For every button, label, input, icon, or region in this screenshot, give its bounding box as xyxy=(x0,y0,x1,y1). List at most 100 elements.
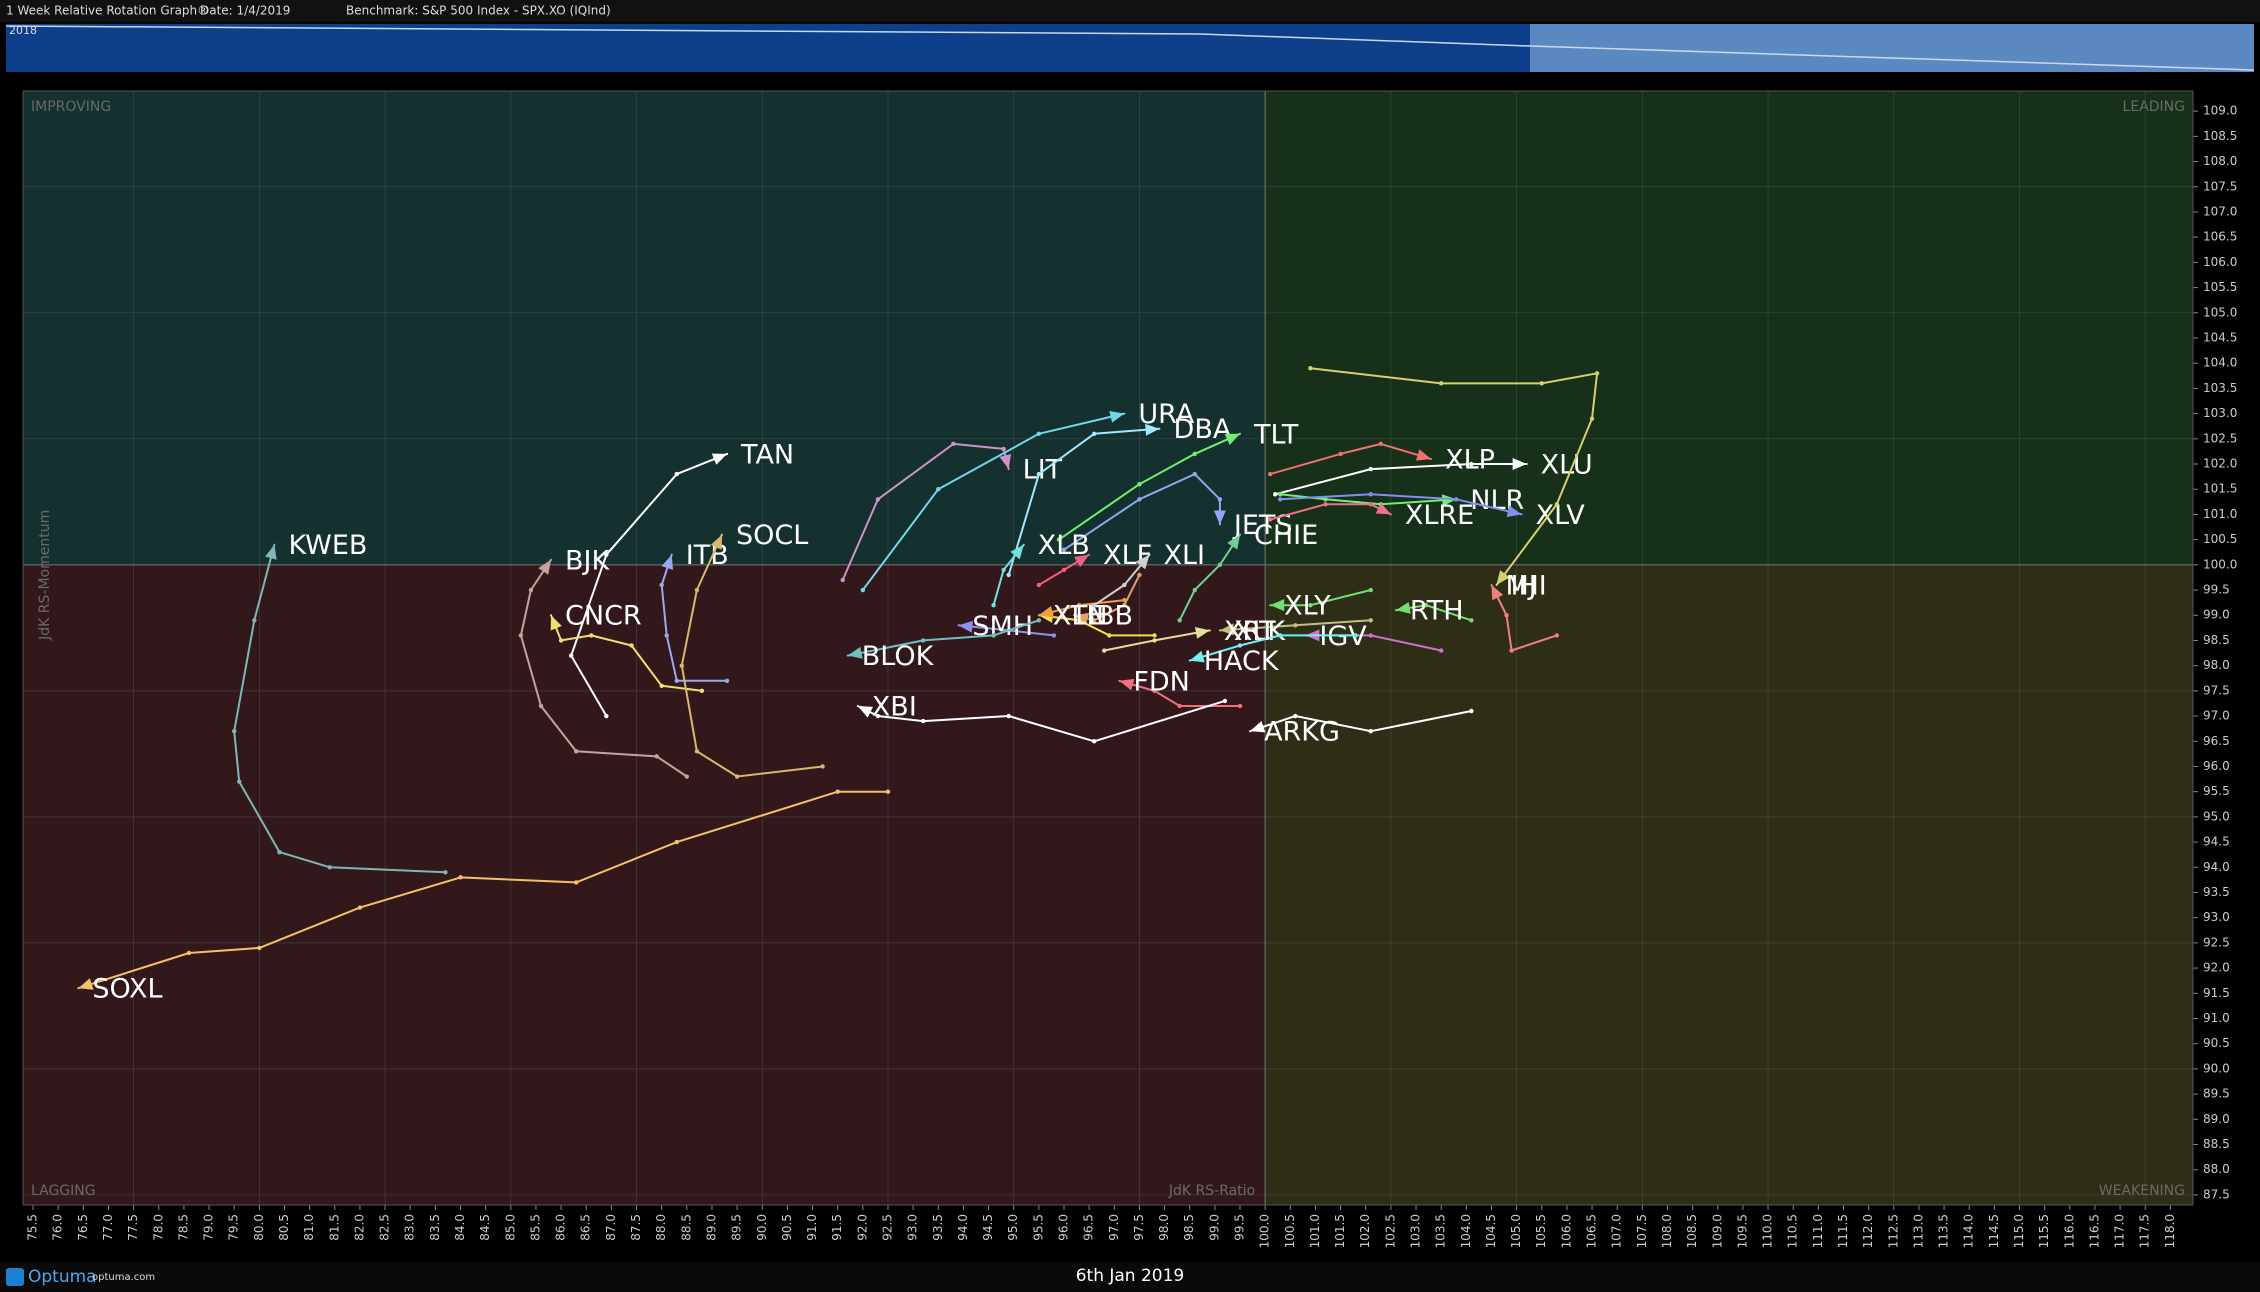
y-tick-label: 95.0 xyxy=(2203,809,2230,823)
trail-point xyxy=(1122,597,1127,603)
x-tick-label: 105.5 xyxy=(1534,1214,1548,1248)
series-label: XLV xyxy=(1536,500,1586,531)
series-label: XLK xyxy=(1234,616,1287,647)
trail-point xyxy=(357,905,363,910)
x-tick-label: 113.5 xyxy=(1937,1214,1951,1248)
trail-point xyxy=(1152,638,1157,643)
trail-point xyxy=(664,633,669,638)
y-tick-label: 101.0 xyxy=(2203,507,2237,521)
x-tick-label: 103.0 xyxy=(1409,1214,1423,1248)
trail xyxy=(1279,493,1523,516)
y-tick-label: 105.5 xyxy=(2203,280,2237,294)
arrow-head xyxy=(1119,678,1135,691)
trail-point xyxy=(1051,633,1057,638)
trail-point xyxy=(1076,602,1082,608)
trail-point xyxy=(1267,471,1273,477)
trail-point xyxy=(558,638,564,643)
y-tick-label: 104.5 xyxy=(2203,330,2237,344)
trail-point xyxy=(1278,497,1283,502)
series-label: CNCR xyxy=(565,601,642,632)
x-tick-label: 90.0 xyxy=(755,1214,769,1241)
y-tick-label: 101.5 xyxy=(2203,482,2237,496)
x-tick-label: 85.5 xyxy=(528,1214,542,1241)
y-tick-label: 97.0 xyxy=(2203,709,2230,723)
timeline-window[interactable] xyxy=(1530,24,2254,72)
y-tick-label: 105.0 xyxy=(2203,305,2237,319)
y-tick-label: 90.0 xyxy=(2203,1061,2230,1075)
x-tick-label: 93.0 xyxy=(906,1214,920,1241)
arrow-head xyxy=(999,454,1012,470)
trail xyxy=(1007,427,1161,576)
y-tick-label: 95.5 xyxy=(2203,784,2230,798)
arrow-head xyxy=(1219,623,1235,636)
trail-point xyxy=(734,774,740,779)
trail-point xyxy=(1469,708,1474,714)
x-tick-label: 111.5 xyxy=(1836,1214,1850,1248)
trail xyxy=(1279,493,1458,506)
x-tick-label: 89.5 xyxy=(730,1214,744,1241)
x-tick-label: 97.0 xyxy=(1107,1214,1121,1241)
x-tick-label: 100.5 xyxy=(1283,1214,1297,1248)
y-tick-label: 107.5 xyxy=(2203,179,2237,193)
x-tick-label: 98.5 xyxy=(1182,1214,1196,1241)
trail-point xyxy=(724,678,730,683)
x-tick-label: 77.5 xyxy=(126,1214,140,1241)
trail xyxy=(1269,442,1433,476)
trail xyxy=(680,533,824,778)
trail-point xyxy=(654,754,659,759)
title: 1 Week Relative Rotation Graph® xyxy=(6,4,209,18)
quadrant-label: LAGGING xyxy=(31,1183,96,1199)
trail-point xyxy=(1273,492,1278,497)
trail-point xyxy=(1091,618,1097,623)
trail-point xyxy=(1554,633,1560,638)
x-tick-label: 109.0 xyxy=(1710,1214,1724,1248)
trail-point xyxy=(679,663,684,668)
trail-point xyxy=(659,683,664,689)
trail-point xyxy=(936,487,941,492)
arrow-head xyxy=(1010,544,1024,560)
trail-point xyxy=(1122,602,1127,608)
y-tick-label: 93.0 xyxy=(2203,910,2230,924)
trail-point xyxy=(820,764,825,769)
trail-point xyxy=(694,587,700,593)
arrow-head xyxy=(1074,554,1090,568)
trail-point xyxy=(604,713,609,719)
y-tick-label: 102.5 xyxy=(2203,431,2237,445)
x-tick-label: 81.0 xyxy=(302,1214,316,1241)
series-label: RTH xyxy=(1410,596,1464,627)
trail-point xyxy=(573,749,579,754)
trail-point xyxy=(1509,648,1514,653)
trail-point xyxy=(458,875,463,880)
trail-point xyxy=(1152,633,1157,638)
x-tick-label: 106.0 xyxy=(1559,1214,1573,1248)
arrow-head xyxy=(1512,458,1527,471)
y-tick-label: 90.5 xyxy=(2203,1036,2230,1050)
arrow-head xyxy=(1189,650,1205,663)
trail xyxy=(856,699,1226,743)
arrow-head xyxy=(1415,449,1432,461)
y-tick-label: 88.5 xyxy=(2203,1137,2230,1151)
series-label: TAN xyxy=(740,439,794,470)
y-tick-label: 99.5 xyxy=(2203,583,2230,597)
x-axis-label: JdK RS-Ratio xyxy=(1168,1183,1255,1199)
trail-point xyxy=(1192,451,1197,457)
x-tick-label: 107.0 xyxy=(1610,1214,1624,1248)
trail-point xyxy=(1278,633,1283,638)
x-tick-label: 94.0 xyxy=(956,1214,970,1241)
arrow-head xyxy=(1145,423,1160,436)
trail-point xyxy=(327,865,332,870)
footer-date: 6th Jan 2019 xyxy=(1076,1266,1185,1286)
quadrant-label: WEAKENING xyxy=(2099,1183,2185,1199)
series-label: MJ xyxy=(1505,570,1536,601)
arrow-head xyxy=(78,978,94,990)
quadrant-lagging xyxy=(23,564,1266,1205)
y-tick-label: 94.5 xyxy=(2203,835,2230,849)
series-label: SOXL xyxy=(92,974,162,1005)
trail-point xyxy=(518,633,524,638)
y-tick-label: 89.5 xyxy=(2203,1087,2230,1101)
trail-point xyxy=(1423,602,1429,608)
x-tick-label: 92.5 xyxy=(880,1214,894,1241)
trail-point xyxy=(694,749,700,754)
trail-point xyxy=(1454,497,1459,502)
trail-point xyxy=(568,653,574,658)
